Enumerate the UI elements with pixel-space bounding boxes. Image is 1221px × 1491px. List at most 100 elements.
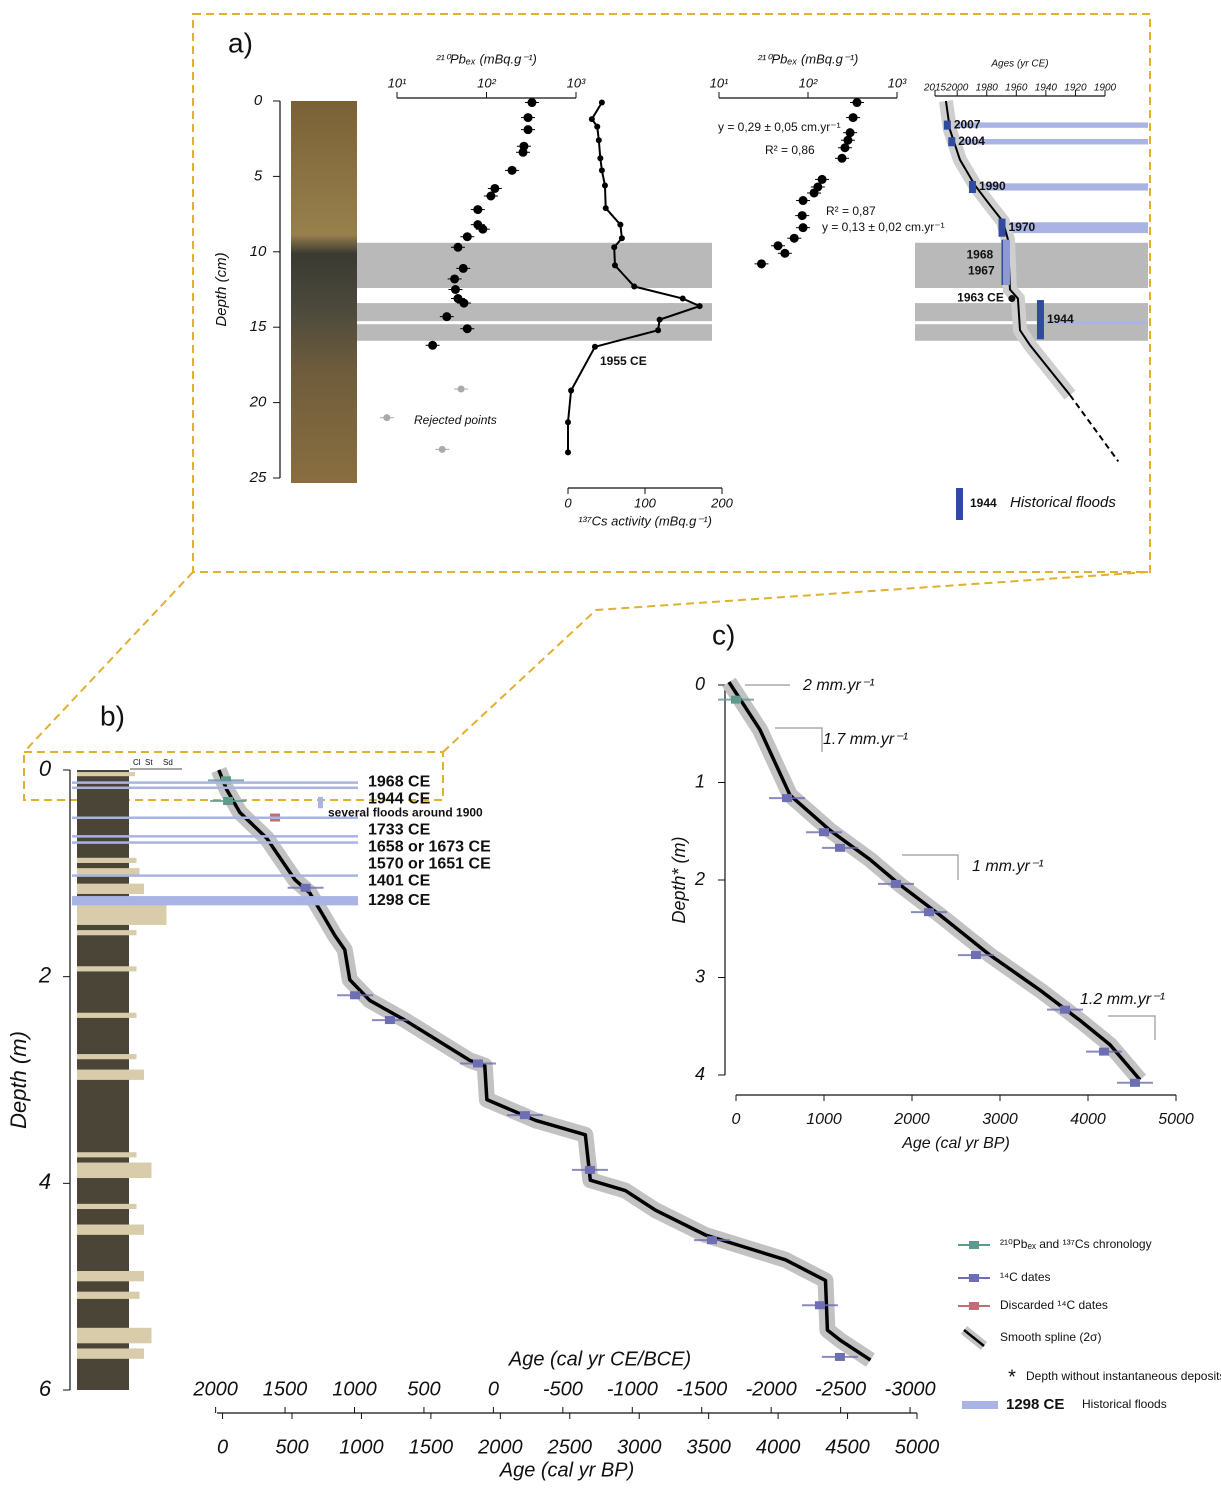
data-point bbox=[846, 128, 855, 137]
lithology-stripe bbox=[77, 1225, 144, 1235]
flood-line bbox=[318, 797, 323, 808]
series-group bbox=[208, 770, 870, 1361]
flood-bar bbox=[944, 121, 951, 130]
x-tick-label: 1000 bbox=[339, 1436, 384, 1458]
legend-flood-bar bbox=[962, 1401, 998, 1409]
data-point bbox=[451, 285, 460, 294]
legend-marker bbox=[969, 1302, 979, 1310]
x-tick-label: 2000 bbox=[893, 1111, 930, 1128]
data-point bbox=[840, 143, 849, 152]
y-tick-label: 5 bbox=[254, 167, 263, 184]
data-point bbox=[439, 446, 446, 453]
flood-label: 1968 CE bbox=[368, 774, 431, 791]
lithology-stripe bbox=[77, 1013, 137, 1018]
flood-label: 1298 CE bbox=[368, 892, 431, 909]
flood-bar bbox=[999, 219, 1006, 237]
annotation: R² = 0,87 bbox=[826, 204, 876, 218]
data-point bbox=[603, 205, 609, 211]
x-tick-label: 2015 bbox=[923, 83, 947, 94]
annotation: 1.2 mm.yr⁻¹ bbox=[1080, 991, 1165, 1008]
x2-tick-label: -1500 bbox=[676, 1378, 727, 1400]
x-tick-label: 1960 bbox=[1005, 83, 1028, 94]
data-point bbox=[611, 244, 617, 250]
data-point bbox=[594, 124, 600, 130]
date-point bbox=[301, 884, 311, 892]
flood-bar bbox=[948, 137, 955, 146]
x-tick-label: 1940 bbox=[1035, 83, 1058, 94]
rate-bracket bbox=[775, 728, 822, 752]
data-point bbox=[612, 262, 618, 268]
x-tick-label: 1900 bbox=[1094, 83, 1117, 94]
y-tick-label: 15 bbox=[250, 318, 267, 335]
lithology-stripe bbox=[77, 858, 137, 863]
figure: a)0510152025Depth (cm)10¹10²10³²¹⁰Pbₑₓ (… bbox=[0, 0, 1221, 1491]
data-point bbox=[617, 222, 623, 228]
spline bbox=[729, 682, 1140, 1080]
flood-label: 1401 CE bbox=[368, 873, 431, 890]
legend-marker bbox=[969, 1274, 979, 1282]
annotation: 1955 CE bbox=[600, 354, 647, 368]
legend-flood-bar bbox=[956, 488, 963, 520]
flood-label: 1658 or 1673 CE bbox=[368, 839, 491, 856]
x-axis-title: ¹³⁷Cs activity (mBq.g⁻¹) bbox=[578, 513, 712, 528]
data-point bbox=[524, 113, 533, 122]
x-tick-label: 10³ bbox=[567, 75, 586, 90]
data-point bbox=[442, 312, 451, 321]
lithology-stripe bbox=[77, 1152, 137, 1157]
x-tick-label: 200 bbox=[710, 495, 733, 510]
lithology-stripe bbox=[77, 868, 140, 875]
data-point bbox=[631, 283, 637, 289]
date-point bbox=[223, 797, 233, 805]
y-tick-label: 10 bbox=[250, 243, 267, 260]
data-point bbox=[602, 182, 608, 188]
data-point bbox=[524, 125, 533, 134]
data-point bbox=[473, 205, 482, 214]
date-point bbox=[819, 828, 829, 836]
x-tick-label: 2500 bbox=[547, 1436, 593, 1458]
date-point bbox=[473, 1059, 483, 1067]
x-tick-label: 4000 bbox=[756, 1436, 801, 1458]
panel-label: a) bbox=[228, 27, 253, 58]
x-tick-label: 5000 bbox=[1158, 1111, 1194, 1128]
x-tick-label: 3500 bbox=[686, 1436, 731, 1458]
data-point bbox=[849, 113, 858, 122]
y-tick-label: 4 bbox=[39, 1169, 51, 1194]
date-point bbox=[350, 991, 360, 999]
flood-line bbox=[72, 817, 358, 820]
y-axis-title: Depth (m) bbox=[6, 1031, 31, 1129]
x-axis-title: Ages (yr CE) bbox=[990, 59, 1048, 70]
x2-tick-label: -500 bbox=[543, 1378, 583, 1400]
x2-tick-label: 0 bbox=[488, 1378, 499, 1400]
flood-label: 1970 bbox=[1009, 220, 1036, 234]
lithology-stripe bbox=[77, 1204, 137, 1209]
x-tick-label: 0 bbox=[732, 1111, 741, 1128]
x-tick-label: 3000 bbox=[982, 1111, 1018, 1128]
data-point bbox=[655, 327, 661, 333]
data-point bbox=[459, 264, 468, 273]
flood-line bbox=[72, 896, 358, 905]
lithology-stripe bbox=[77, 884, 144, 894]
legend-text: Historical floods bbox=[1010, 494, 1116, 511]
flood-line bbox=[72, 841, 358, 844]
data-point bbox=[799, 223, 808, 232]
annotation: R² = 0,86 bbox=[765, 143, 815, 157]
data-point bbox=[458, 386, 465, 393]
date-point bbox=[1060, 1006, 1070, 1014]
flood-label: 2007 bbox=[954, 117, 981, 131]
data-point bbox=[527, 98, 536, 107]
event-layer bbox=[357, 243, 712, 288]
zoom-connector bbox=[443, 572, 1148, 752]
legend-sample: 1298 CE bbox=[1006, 1396, 1064, 1413]
date-point bbox=[924, 908, 934, 916]
annotation: 1 mm.yr⁻¹ bbox=[972, 858, 1044, 875]
y-tick-label: 2 bbox=[38, 962, 51, 987]
lithology-label: St bbox=[145, 758, 153, 767]
data-point bbox=[657, 317, 663, 323]
dated-label: 1963 CE bbox=[957, 291, 1004, 305]
flood-line bbox=[72, 835, 358, 838]
lithology-stripe bbox=[77, 930, 137, 935]
lithology-stripe bbox=[77, 1348, 144, 1358]
flood-label: 2004 bbox=[958, 134, 985, 148]
data-point bbox=[565, 419, 571, 425]
flood-line bbox=[72, 781, 358, 784]
